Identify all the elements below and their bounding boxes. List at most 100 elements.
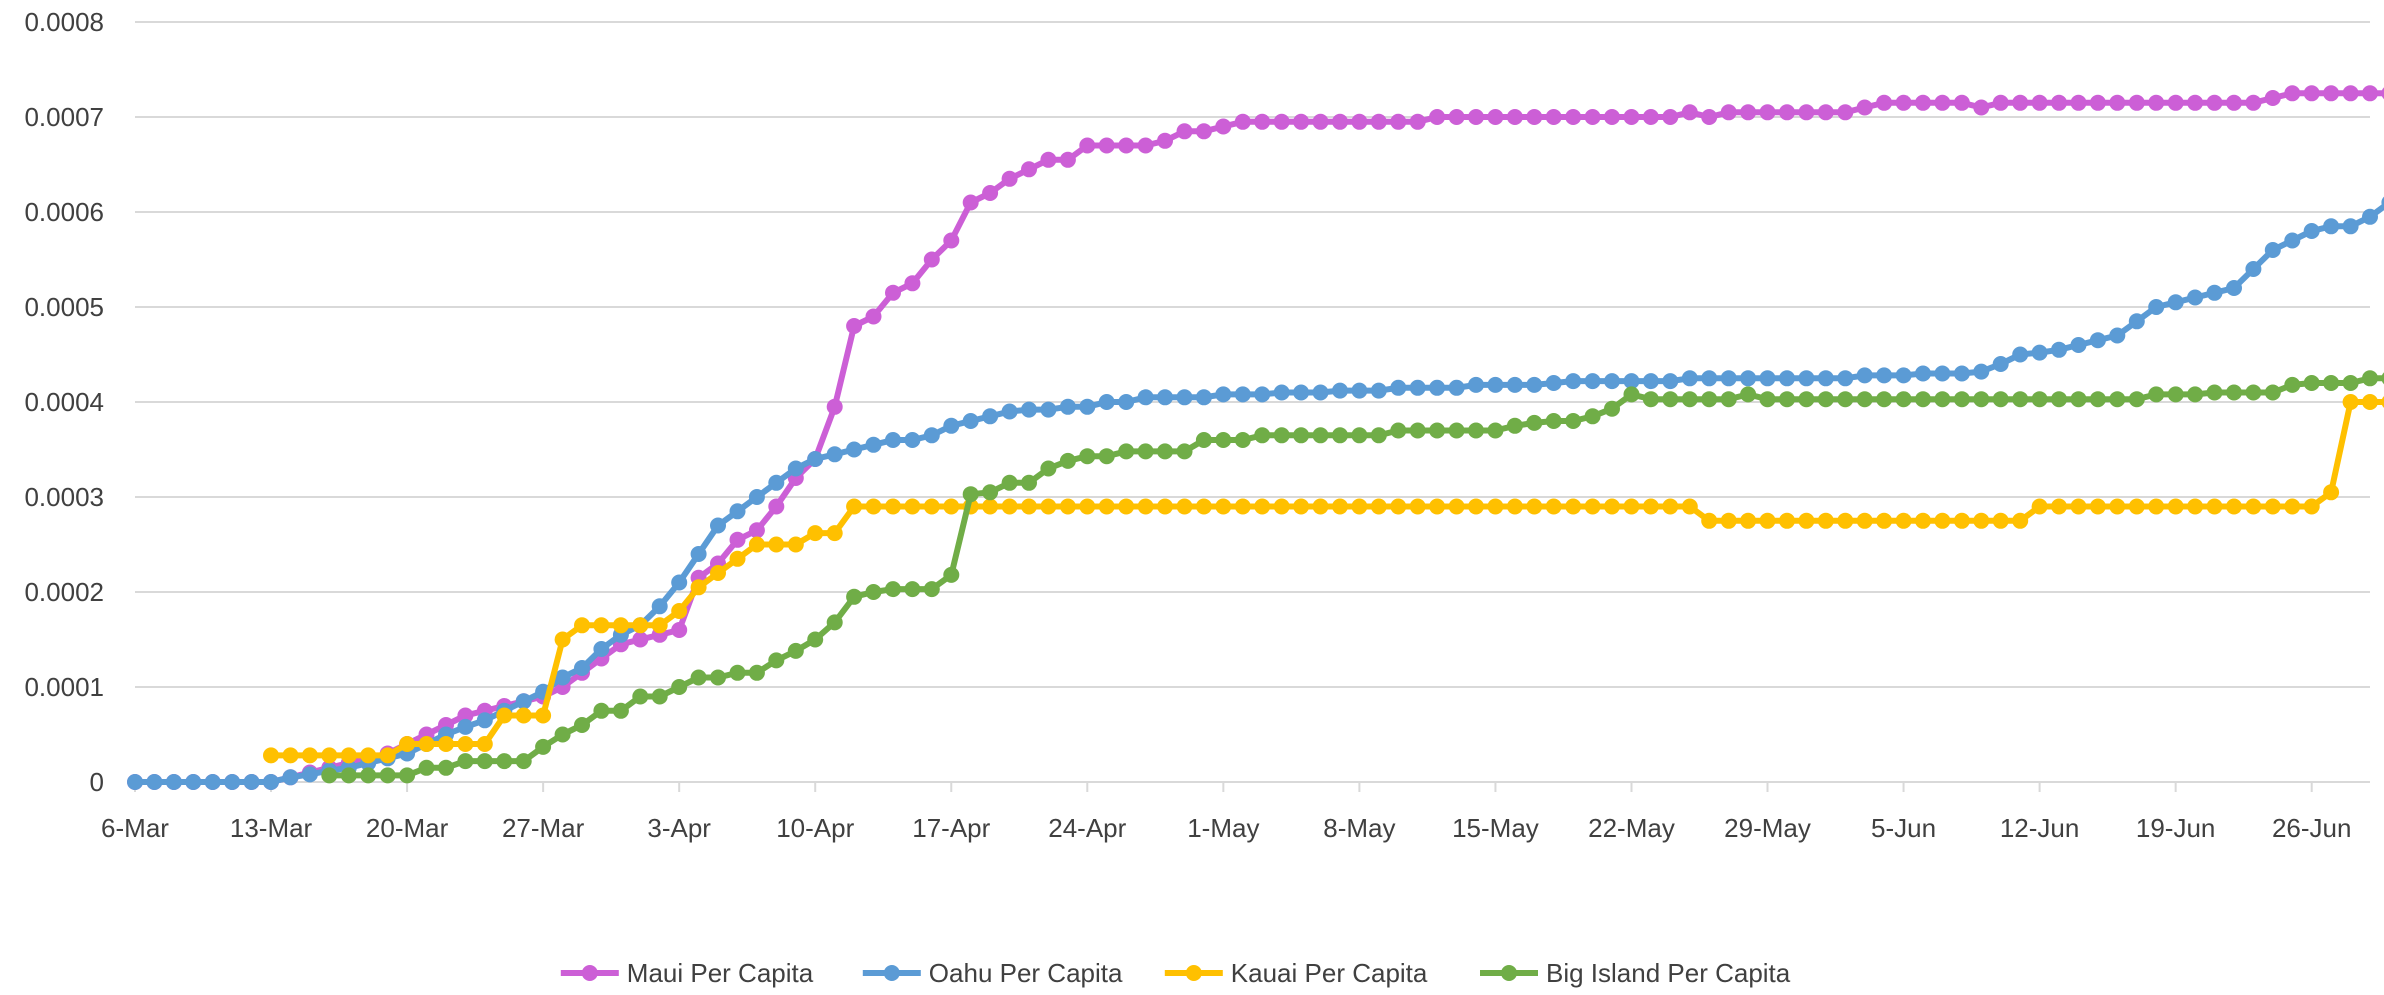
data-point	[2284, 498, 2301, 515]
data-point	[2187, 498, 2204, 515]
data-point	[1973, 512, 1990, 529]
data-point	[360, 747, 377, 764]
data-point	[1623, 373, 1640, 390]
data-point	[1662, 109, 1679, 125]
data-point	[1468, 376, 1484, 393]
data-point	[2303, 498, 2320, 515]
data-point	[2051, 498, 2067, 515]
x-tick-label: 10-Apr	[776, 813, 854, 843]
data-point	[1157, 498, 1173, 515]
data-point	[748, 522, 765, 539]
data-point	[1254, 386, 1271, 403]
data-point	[574, 660, 590, 676]
data-point	[1429, 422, 1446, 439]
data-point	[1001, 170, 1018, 187]
data-point	[1001, 403, 1018, 420]
series-oahu-per-capita	[127, 196, 2384, 790]
data-point	[1098, 498, 1115, 515]
data-point	[729, 503, 746, 520]
data-point	[1040, 151, 1057, 168]
legend-swatch-marker	[883, 965, 900, 981]
data-point	[2187, 289, 2204, 306]
data-point	[399, 736, 416, 752]
data-point	[1642, 391, 1659, 408]
data-point	[2012, 346, 2029, 363]
data-point	[2245, 384, 2262, 401]
data-point	[1584, 109, 1601, 125]
data-point	[1856, 99, 1873, 116]
data-point	[1234, 432, 1251, 448]
data-point	[1157, 443, 1173, 460]
data-point	[1059, 498, 1076, 515]
data-point	[1642, 109, 1659, 125]
y-tick-label: 0.0001	[24, 672, 104, 702]
data-point	[1487, 109, 1504, 125]
data-point	[2264, 242, 2281, 258]
data-point	[982, 185, 999, 201]
data-point	[476, 712, 493, 729]
data-point	[651, 617, 668, 634]
data-point	[1565, 373, 1582, 390]
data-point	[1759, 370, 1776, 387]
data-point	[2342, 85, 2359, 102]
data-point	[768, 474, 785, 491]
legend-label: Oahu Per Capita	[929, 958, 1123, 988]
data-point	[1817, 104, 1834, 121]
data-point	[1118, 443, 1135, 460]
data-point	[1720, 512, 1737, 529]
data-point	[2109, 94, 2126, 111]
data-point	[1798, 370, 1815, 387]
data-point	[1098, 394, 1115, 410]
data-point	[1312, 113, 1329, 130]
data-point	[1565, 498, 1582, 515]
data-point	[748, 536, 765, 553]
data-point	[2089, 94, 2106, 111]
data-point	[1176, 123, 1193, 140]
data-point	[710, 669, 726, 686]
data-point	[2167, 498, 2184, 515]
data-point	[418, 759, 435, 776]
data-point	[1992, 94, 2009, 111]
legend-swatch-marker	[581, 965, 598, 981]
data-point	[1429, 109, 1446, 125]
data-point	[846, 588, 863, 605]
data-point	[2226, 280, 2242, 296]
data-point	[1059, 151, 1076, 168]
data-point	[1118, 394, 1135, 410]
data-point	[1759, 391, 1776, 408]
data-point	[1390, 422, 1407, 439]
data-point	[1448, 498, 1465, 515]
data-point	[1079, 448, 1096, 465]
data-point	[2245, 94, 2262, 111]
data-point	[690, 546, 707, 562]
data-point	[865, 498, 882, 515]
data-point	[1468, 109, 1484, 125]
data-point	[1040, 460, 1057, 477]
data-point	[1429, 498, 1446, 515]
data-point	[2303, 223, 2320, 239]
data-point	[438, 759, 454, 776]
data-point	[943, 417, 960, 434]
data-point	[2148, 498, 2165, 515]
data-point	[787, 642, 804, 659]
series-kauai-per-capita	[263, 394, 2384, 764]
data-point	[826, 398, 843, 415]
data-point	[399, 767, 416, 784]
data-point	[535, 707, 552, 724]
data-point	[787, 536, 804, 553]
data-point	[1856, 391, 1873, 408]
data-point	[1623, 109, 1640, 125]
data-point	[1215, 386, 1232, 403]
data-point	[2031, 94, 2048, 111]
data-point	[282, 747, 299, 764]
data-point	[1701, 109, 1718, 125]
data-point	[1526, 498, 1543, 515]
data-point	[2167, 386, 2184, 403]
data-point	[1856, 367, 1873, 384]
y-tick-label: 0.0003	[24, 482, 104, 512]
data-point	[1293, 384, 1310, 401]
data-point	[1642, 498, 1659, 515]
data-point	[1895, 367, 1912, 384]
data-point	[1915, 391, 1931, 408]
